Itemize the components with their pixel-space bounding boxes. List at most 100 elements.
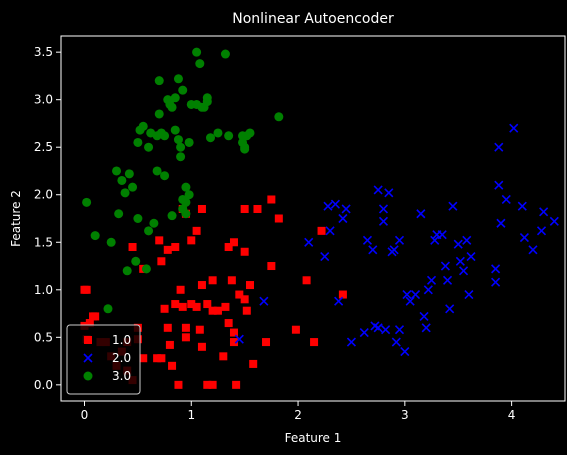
point-series-1-0: [192, 226, 201, 235]
x-axis-ticks: 0 1 2 3 4: [81, 401, 515, 422]
y-tick-label: 2.5: [34, 140, 53, 154]
point-series-3-0: [178, 85, 188, 95]
y-axis-ticks: 0.0 0.5 1.0 1.5 2.0 2.5 3.0 3.5: [34, 45, 61, 392]
point-series-2-0: [378, 204, 389, 214]
point-series-1-0: [187, 300, 196, 309]
point-series-1-0: [174, 380, 183, 389]
point-series-2-0: [494, 180, 504, 190]
point-series-1-0: [213, 306, 222, 315]
point-series-3-0: [184, 190, 194, 200]
point-series-3-0: [224, 131, 234, 141]
point-series-2-0: [323, 201, 333, 211]
point-series-2-0: [464, 289, 474, 300]
point-series-3-0: [114, 209, 124, 219]
point-series-1-0: [163, 323, 172, 332]
point-series-1-0: [197, 342, 206, 351]
point-series-2-0: [536, 226, 547, 236]
point-series-3-0: [131, 256, 141, 266]
point-series-3-0: [160, 131, 170, 141]
point-series-1-0: [267, 262, 276, 271]
chart-title: Nonlinear Autoencoder: [232, 11, 394, 27]
point-series-1-0: [195, 325, 204, 334]
point-series-3-0: [167, 211, 177, 221]
point-series-2-0: [437, 230, 447, 240]
point-series-1-0: [157, 354, 166, 363]
point-series-3-0: [205, 133, 215, 143]
point-series-1-0: [229, 238, 238, 247]
point-series-1-0: [208, 276, 217, 285]
point-series-2-0: [338, 213, 348, 224]
point-series-2-0: [442, 275, 453, 285]
point-series-2-0: [373, 185, 383, 195]
point-series-3-0: [133, 137, 143, 147]
point-series-2-0: [517, 201, 527, 211]
point-series-3-0: [173, 74, 183, 84]
point-series-1-0: [227, 276, 236, 285]
point-series-3-0: [213, 128, 223, 138]
point-series-3-0: [245, 128, 255, 138]
point-series-3-0: [176, 142, 186, 152]
point-series-2-0: [304, 237, 314, 247]
point-series-3-0: [90, 231, 100, 241]
point-series-2-0: [519, 232, 529, 243]
point-series-1-0: [91, 312, 100, 321]
point-series-1-0: [310, 338, 319, 347]
point-series-2-0: [539, 207, 549, 217]
point-series-1-0: [203, 380, 212, 389]
legend-label: 2.0: [112, 351, 131, 365]
point-series-2-0: [259, 296, 269, 306]
point-series-1-0: [168, 361, 177, 370]
point-series-1-0: [187, 236, 196, 245]
point-series-1-0: [208, 306, 217, 315]
point-series-1-0: [224, 319, 233, 328]
point-series-2-0: [325, 226, 335, 236]
point-series-2-0: [440, 261, 450, 271]
point-series-1-0: [203, 300, 212, 309]
point-series-1-0: [197, 204, 206, 213]
point-series-3-0: [181, 197, 191, 207]
y-tick-label: 3.0: [34, 93, 53, 107]
point-series-2-0: [234, 334, 244, 344]
point-series-3-0: [176, 152, 186, 162]
point-series-3-0: [106, 237, 116, 247]
point-series-1-0: [197, 281, 206, 290]
point-series-3-0: [195, 59, 205, 69]
x-tick-label: 2: [294, 408, 302, 422]
point-series-3-0: [154, 109, 164, 119]
point-series-2-0: [362, 235, 373, 245]
point-series-3-0: [128, 182, 138, 192]
point-series-3-0: [133, 214, 143, 223]
point-series-1-0: [85, 319, 94, 328]
point-series-1-0: [246, 281, 254, 290]
point-series-1-0: [153, 354, 162, 363]
point-series-3-0: [82, 197, 92, 207]
point-series-1-0: [208, 380, 217, 389]
point-series-2-0: [394, 235, 405, 245]
point-series-1-0: [240, 247, 249, 256]
point-series-2-0: [320, 251, 330, 262]
point-series-1-0: [267, 195, 276, 204]
point-series-1-0: [253, 204, 262, 213]
point-series-2-0: [453, 239, 463, 249]
plot-frame: [60, 35, 566, 402]
point-series-1-0: [262, 338, 271, 347]
point-series-1-0: [232, 380, 241, 389]
y-axis-label: Feature 2: [9, 190, 23, 247]
x-tick-label: 0: [81, 408, 89, 422]
point-series-2-0: [373, 323, 383, 333]
point-series-2-0: [389, 245, 399, 255]
legend-label: 3.0: [112, 369, 131, 383]
point-series-1-0: [82, 285, 91, 294]
point-series-2-0: [391, 337, 401, 347]
point-series-3-0: [184, 137, 194, 147]
point-series-3-0: [120, 188, 130, 198]
point-series-3-0: [122, 266, 132, 276]
point-series-2-0: [334, 296, 344, 306]
point-series-2-0: [405, 296, 415, 306]
point-series-1-0: [181, 323, 190, 332]
point-series-2-0: [426, 275, 437, 285]
point-series-2-0: [501, 194, 511, 205]
point-series-1-0: [128, 243, 137, 252]
y-tick-label: 1.0: [34, 283, 53, 297]
